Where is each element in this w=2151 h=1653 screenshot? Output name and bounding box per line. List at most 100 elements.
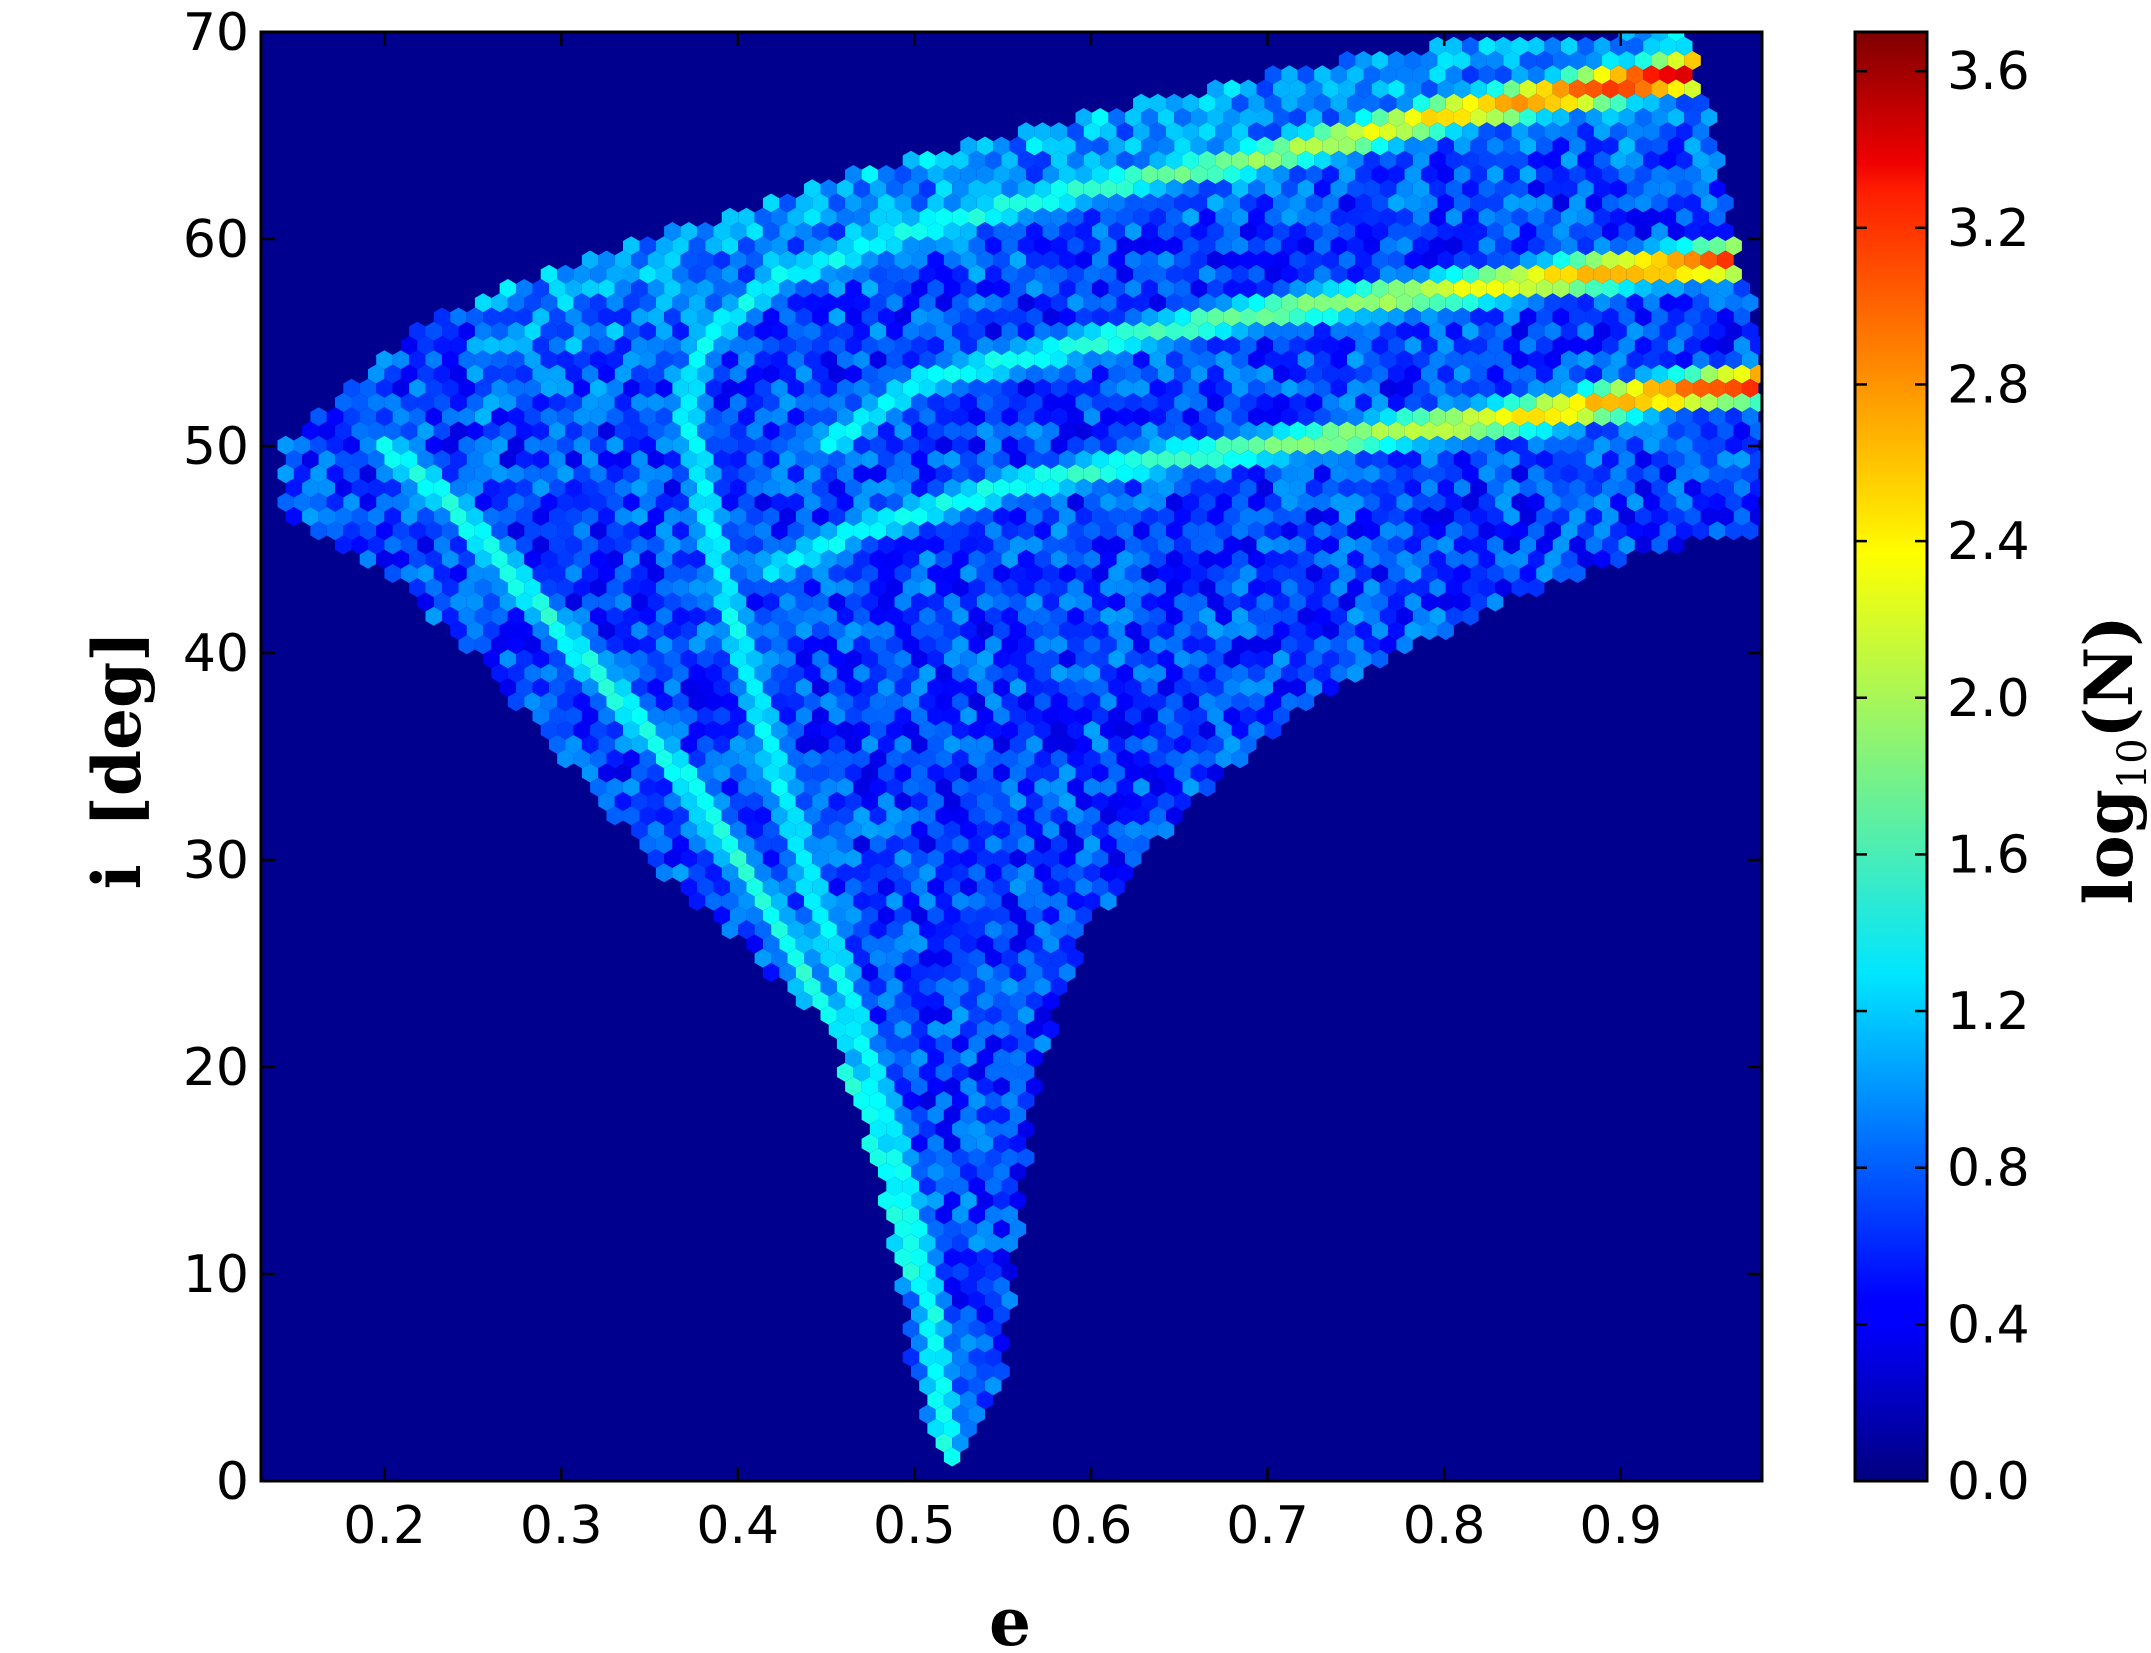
hexbin-cell bbox=[1725, 492, 1742, 512]
hexbin-cell bbox=[1634, 51, 1652, 70]
hexbin-cell bbox=[1544, 264, 1561, 284]
hexbin-cell bbox=[993, 307, 1010, 327]
hexbin-cell bbox=[1692, 179, 1709, 199]
hexbin-cell bbox=[705, 350, 722, 370]
hexbin-cell bbox=[952, 407, 969, 427]
hexbin-cell bbox=[540, 435, 558, 455]
hexbin-cell bbox=[392, 521, 410, 541]
hexbin-cell bbox=[1075, 279, 1092, 298]
hexbin-cell bbox=[1034, 122, 1051, 142]
hexbin-cell bbox=[1338, 279, 1356, 298]
hexbin-cell bbox=[639, 464, 656, 484]
hexbin-cell bbox=[1083, 122, 1101, 142]
hexbin-cell bbox=[1445, 150, 1463, 170]
hexbin-cell bbox=[1412, 122, 1430, 142]
hexbin-cell bbox=[1676, 378, 1693, 398]
hexbin-cell bbox=[1445, 179, 1463, 199]
hexbin-cell bbox=[507, 407, 525, 427]
hexbin-cell bbox=[540, 521, 558, 541]
hexbin-cell bbox=[1659, 236, 1677, 256]
hexbin-cell bbox=[1347, 464, 1364, 484]
hexbin-cell bbox=[573, 521, 591, 541]
hexbin-cell bbox=[1297, 407, 1315, 427]
hexbin-cell bbox=[1141, 421, 1158, 441]
hexbin-cell bbox=[886, 236, 903, 256]
hexbin-cell bbox=[1528, 293, 1545, 313]
hexbin-cell bbox=[1610, 65, 1627, 85]
hexbin-cell bbox=[1486, 450, 1504, 469]
hexbin-cell bbox=[1026, 307, 1043, 327]
hexbin-cell bbox=[1009, 478, 1027, 498]
hexbin-cell bbox=[771, 435, 788, 455]
hexbin-cell bbox=[1486, 222, 1504, 241]
hexbin-cell bbox=[1618, 250, 1635, 270]
hexbin-cell bbox=[631, 393, 648, 412]
hexbin-cell bbox=[1075, 393, 1092, 412]
hexbin-cell bbox=[1486, 108, 1504, 127]
hexbin-cell bbox=[590, 407, 607, 427]
hexbin-cell bbox=[1297, 435, 1315, 455]
hexbin-cell bbox=[886, 521, 903, 541]
hexbin-cell bbox=[1355, 307, 1372, 327]
hexbin-cell bbox=[968, 264, 985, 284]
hexbin-cell bbox=[1445, 492, 1463, 512]
hexbin-cell bbox=[507, 521, 525, 541]
hexbin-cell bbox=[1314, 179, 1331, 199]
hexbin-cell bbox=[1133, 321, 1150, 341]
hexbin-cell bbox=[499, 307, 516, 327]
hexbin-cell bbox=[730, 279, 747, 298]
hexbin-cell bbox=[598, 450, 615, 469]
hexbin-cell bbox=[1659, 407, 1677, 427]
colorbar-tick-label: 2.4 bbox=[1947, 512, 2030, 572]
hexbin-cell bbox=[1437, 336, 1454, 355]
hexbin-cell bbox=[1429, 93, 1446, 113]
hexbin-cell bbox=[1182, 293, 1199, 313]
hexbin-cell bbox=[606, 264, 623, 284]
hexbin-cell bbox=[376, 464, 393, 484]
hexbin-cell bbox=[828, 279, 846, 298]
hexbin-cell bbox=[836, 521, 854, 541]
hexbin-cell bbox=[1297, 492, 1315, 512]
hexbin-cell bbox=[812, 279, 829, 298]
hexbin-cell bbox=[557, 407, 574, 427]
hexbin-cell bbox=[1519, 108, 1537, 127]
hexbin-cell bbox=[919, 435, 936, 455]
hexbin-cell bbox=[1223, 250, 1240, 270]
hexbin-cell bbox=[754, 492, 772, 512]
hexbin-cell bbox=[993, 193, 1010, 213]
hexbin-cell bbox=[853, 293, 870, 313]
hexbin-cell bbox=[927, 336, 944, 355]
hexbin-cell bbox=[1503, 222, 1520, 241]
colorbar-bar bbox=[1853, 30, 1929, 1483]
hexbin-cell bbox=[911, 165, 928, 184]
hexbin-cell bbox=[581, 507, 599, 526]
hexbin-cell bbox=[1281, 93, 1298, 113]
hexbin-cell bbox=[1289, 108, 1306, 127]
hexbin-cell bbox=[1486, 307, 1504, 327]
hexbin-cell bbox=[392, 407, 410, 427]
hexbin-cell bbox=[1231, 179, 1249, 199]
hexbin-cell bbox=[1083, 407, 1101, 427]
hexbin-cell bbox=[845, 279, 862, 298]
hexbin-cell bbox=[1519, 478, 1537, 498]
hexbin-cell bbox=[1215, 435, 1232, 455]
hexbin-cell bbox=[878, 165, 895, 184]
hexbin-cell bbox=[1610, 435, 1627, 455]
hexbin-cell bbox=[787, 435, 804, 455]
hexbin-cell bbox=[795, 421, 813, 441]
hexbin-cell bbox=[1429, 150, 1446, 170]
hexbin-cell bbox=[1486, 507, 1504, 526]
hexbin-cell bbox=[614, 250, 632, 270]
hexbin-cell bbox=[1363, 236, 1380, 256]
hexbin-cell bbox=[1190, 393, 1208, 412]
hexbin-cell bbox=[507, 321, 525, 341]
hexbin-cell bbox=[1149, 207, 1166, 227]
hexbin-cell bbox=[1174, 336, 1191, 355]
hexbin-cell bbox=[1412, 435, 1430, 455]
hexbin-cell bbox=[853, 407, 870, 427]
hexbin-cell bbox=[1478, 264, 1496, 284]
hexbin-cell bbox=[672, 293, 689, 313]
hexbin-cell bbox=[1717, 421, 1734, 441]
hexbin-cell bbox=[1133, 464, 1150, 484]
hexbin-cell bbox=[1544, 122, 1561, 142]
